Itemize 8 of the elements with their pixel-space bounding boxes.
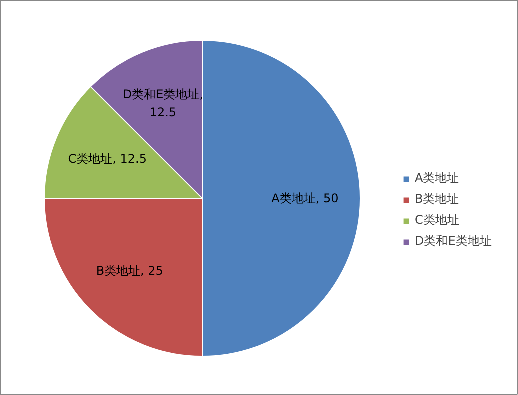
legend-label: D类和E类地址 — [415, 233, 492, 250]
data-label: A类地址, 50 — [272, 192, 339, 206]
data-label: B类地址, 25 — [96, 264, 164, 278]
legend-label: A类地址 — [415, 170, 460, 187]
legend-label: C类地址 — [415, 212, 460, 229]
data-label: C类地址, 12.5 — [68, 152, 147, 166]
legend-label: B类地址 — [415, 191, 460, 208]
data-label: D类和E类地址, 12.5 — [122, 88, 204, 120]
